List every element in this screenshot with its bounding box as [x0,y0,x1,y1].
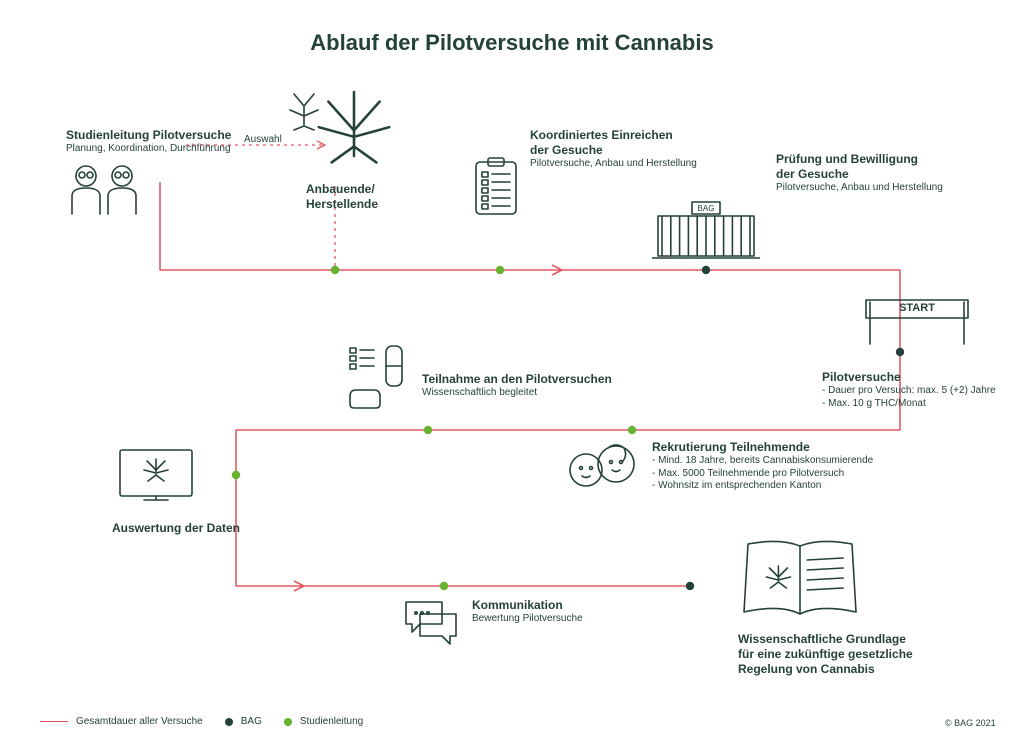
page-title: Ablauf der Pilotversuche mit Cannabis [0,30,1024,56]
pruefung-building-icon: BAG [652,198,760,265]
studienleitung-people-icon [66,160,150,229]
legend-label: Studienleitung [300,716,363,727]
svg-text:BAG: BAG [698,204,715,213]
label-rekrutierung: Rekrutierung Teilnehmende- Mind. 18 Jahr… [652,440,873,493]
label-kommunikation: KommunikationBewertung Pilotversuche [472,598,583,626]
wissenschaft-book-icon [740,538,860,627]
legend-label: Gesamtdauer aller Versuche [76,716,203,727]
kommunikation-chat-icon [402,598,462,651]
label-auswertung: Auswertung der Daten [112,521,240,536]
koordiniertes-clipboard-icon [472,156,520,223]
legend-line-swatch [40,721,68,722]
label-studienleitung: Studienleitung PilotversuchePlanung, Koo… [66,128,231,156]
label-teilnahme: Teilnahme an den PilotversuchenWissensch… [422,372,612,400]
label-pilotversuche: Pilotversuche- Dauer pro Versuch: max. 5… [822,370,996,410]
start-gate-label: START [862,302,972,314]
legend-item: BAG [225,716,262,727]
legend-dot-swatch [284,718,292,726]
legend-dot-swatch [225,718,233,726]
rekrutierung-faces-icon [562,440,642,509]
anbauende-leaves-icon [282,82,392,187]
label-auswahl: Auswahl [244,134,282,147]
copyright: © BAG 2021 [945,718,996,728]
label-koordiniertes: Koordiniertes Einreichender GesuchePilot… [530,128,697,171]
legend-item: Gesamtdauer aller Versuche [40,716,203,727]
legend-item: Studienleitung [284,716,363,727]
teilnahme-lab-icon [344,340,414,417]
auswertung-monitor-icon [116,446,196,517]
legend-label: BAG [241,716,262,727]
legend: Gesamtdauer aller Versuche BAG Studienleit… [40,716,363,727]
label-anbauende: Anbauende/Herstellende [306,182,378,212]
label-wissenschaft: Wissenschaftliche Grundlagefür eine zukü… [738,632,913,677]
label-pruefung: Prüfung und Bewilligungder GesuchePilotv… [776,152,943,195]
